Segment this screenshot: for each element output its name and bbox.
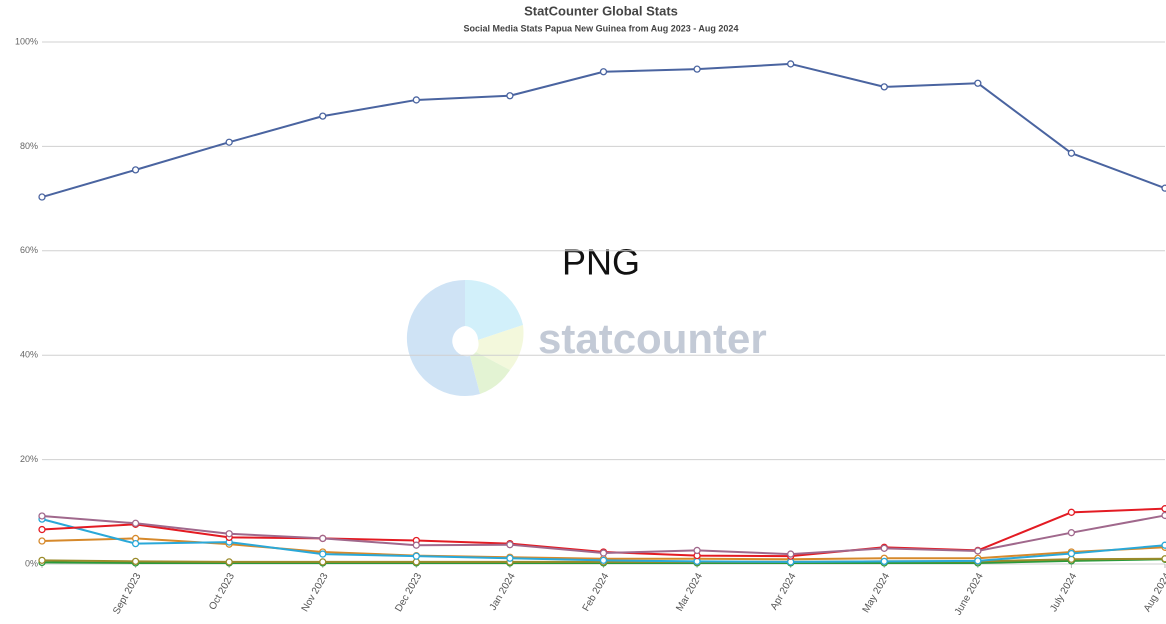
data-point (1067, 508, 1076, 516)
data-point (225, 530, 233, 538)
data-point (131, 519, 140, 527)
data-point (974, 79, 982, 87)
data-point (319, 112, 327, 120)
data-point (880, 544, 888, 552)
x-tick-label: Mar 2024 (674, 571, 705, 613)
y-tick-label: 60% (20, 245, 38, 255)
data-point (225, 558, 233, 566)
chart-subtitle: Social Media Stats Papua New Guinea from… (464, 23, 739, 33)
x-tick-label: June 2024 (953, 571, 986, 617)
x-tick-label: Feb 2024 (581, 571, 612, 613)
data-point (1161, 555, 1166, 563)
data-point (225, 138, 233, 146)
data-point (1161, 505, 1166, 513)
annotation: PNG (562, 242, 640, 283)
data-point (506, 541, 514, 549)
x-tick-label: May 2024 (861, 571, 893, 615)
data-point (1067, 149, 1076, 157)
data-point (38, 556, 46, 564)
data-point (131, 539, 140, 548)
y-tick-label: 20% (20, 454, 38, 464)
x-tick-label: Apr 2024 (769, 571, 799, 612)
data-point (787, 550, 795, 558)
y-tick-label: 40% (20, 350, 38, 360)
data-point (1161, 184, 1166, 192)
data-point (38, 537, 46, 545)
data-point (599, 549, 608, 557)
y-tick-label: 100% (15, 36, 38, 46)
data-point (880, 557, 888, 566)
data-point (974, 557, 982, 565)
data-point (131, 557, 140, 566)
series-line (41, 62, 1166, 198)
data-point (319, 534, 327, 543)
data-point (599, 68, 608, 76)
watermark-logo (406, 279, 524, 396)
data-point (38, 512, 46, 520)
data-point (319, 550, 327, 558)
data-point (1161, 511, 1166, 520)
data-point (319, 558, 327, 566)
data-point (38, 193, 46, 201)
data-point (787, 60, 795, 68)
chart-title: StatCounter Global Stats (524, 3, 678, 18)
data-point (38, 525, 46, 534)
x-tick-label: Jan 2024 (488, 571, 518, 613)
data-point (412, 541, 420, 549)
x-tick-label: July 2024 (1048, 571, 1079, 614)
x-tick-label: Nov 2023 (300, 571, 331, 614)
data-point (412, 552, 420, 560)
x-tick-label: Dec 2023 (393, 571, 424, 614)
data-point (506, 92, 514, 100)
data-point (599, 556, 608, 564)
data-point (880, 83, 888, 91)
data-point (412, 96, 420, 104)
y-tick-label: 80% (20, 141, 38, 151)
data-point (506, 554, 514, 562)
data-point (1067, 549, 1076, 558)
y-tick-label: 0% (25, 558, 38, 568)
x-tick-label: Oct 2023 (207, 571, 237, 612)
data-point (693, 546, 701, 555)
data-point (131, 166, 140, 174)
data-point (974, 547, 982, 555)
data-point (1067, 529, 1076, 537)
watermark-text: statcounter (538, 315, 767, 362)
x-tick-label: Aug 2024 (1142, 571, 1166, 614)
x-tick-label: Sept 2023 (111, 571, 144, 616)
data-point (1161, 541, 1166, 549)
data-point (693, 65, 701, 73)
